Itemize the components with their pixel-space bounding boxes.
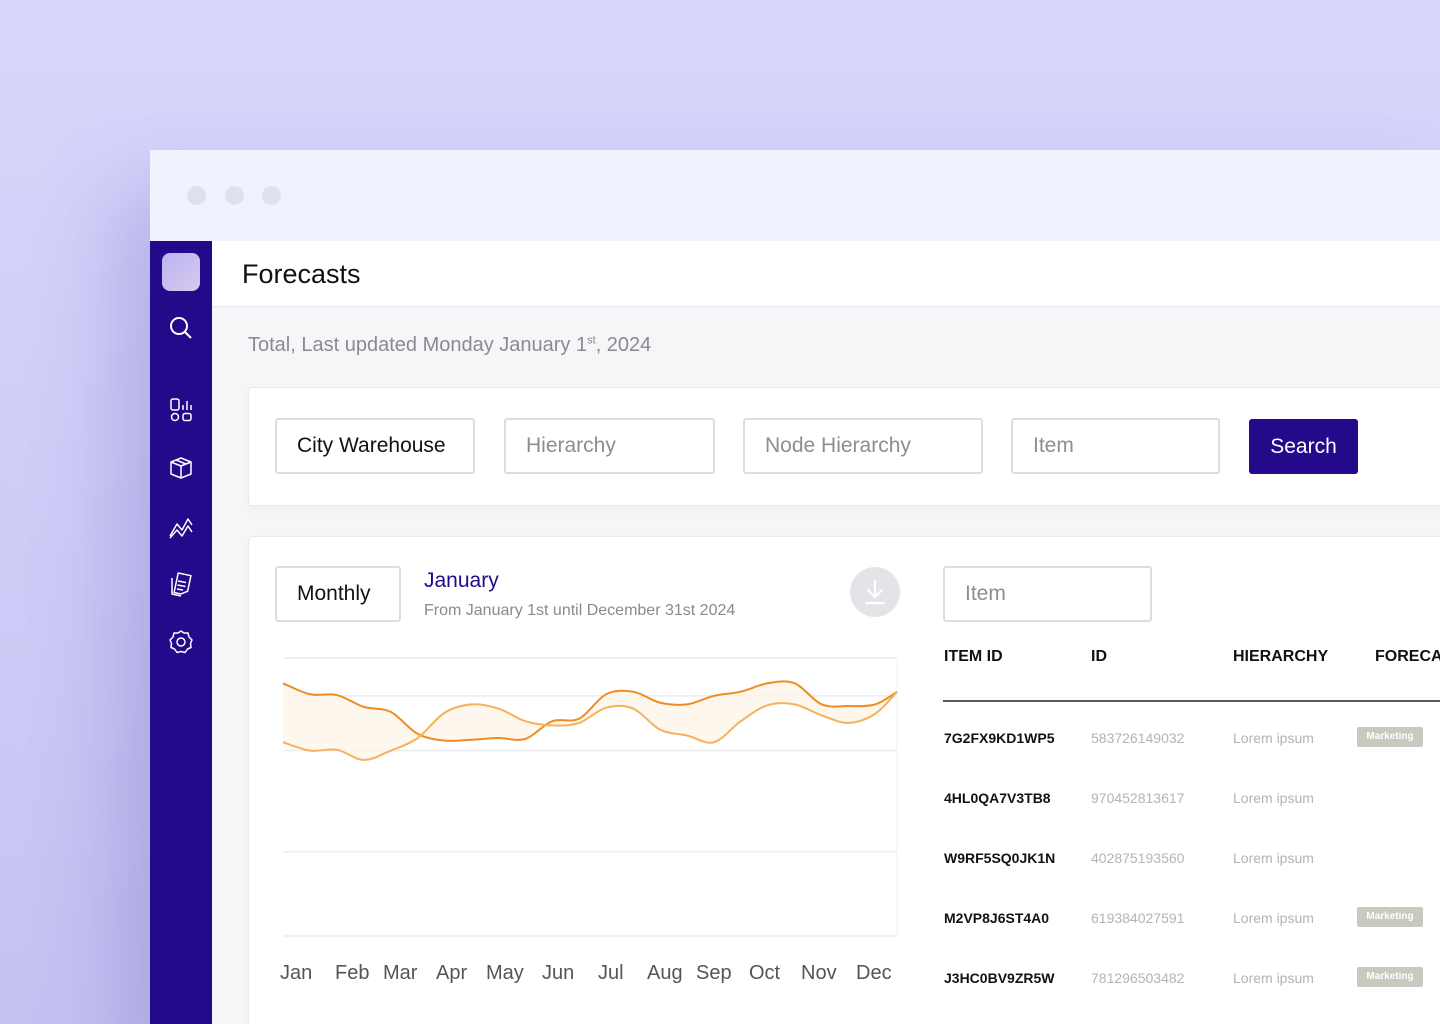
id-cell: 402875193560 (1091, 850, 1185, 866)
x-tick-label: Oct (749, 962, 781, 984)
location-select[interactable]: City Warehouse (275, 418, 475, 474)
forecast-chart (282, 657, 898, 937)
window-minimize-dot[interactable] (225, 186, 244, 205)
forecast-tag: Marketing (1357, 967, 1423, 987)
hierarchy-cell: Lorem ipsum (1233, 910, 1314, 926)
series-line-1 (282, 680, 898, 742)
sidebar (150, 241, 212, 1024)
hierarchy-field[interactable]: Hierarchy (504, 418, 715, 474)
settings-icon[interactable] (167, 628, 195, 656)
documents-icon[interactable] (167, 570, 195, 598)
x-tick-label: Jul (598, 962, 624, 984)
x-tick-label: Sep (696, 962, 732, 984)
app-window: Forecasts Total, Last updated Monday Jan… (150, 150, 1440, 1024)
forecast-tag: Marketing (1357, 907, 1423, 927)
window-titlebar (150, 150, 1440, 241)
id-cell: 970452813617 (1091, 790, 1185, 806)
dashboard-icon[interactable] (167, 396, 195, 424)
item-field[interactable]: Item (1011, 418, 1220, 474)
analytics-icon[interactable] (167, 512, 195, 540)
x-tick-label: Jan (280, 962, 313, 984)
hierarchy-cell: Lorem ipsum (1233, 850, 1314, 866)
hierarchy-cell: Lorem ipsum (1233, 730, 1314, 746)
column-header-id[interactable]: ID (1091, 648, 1107, 665)
item-id-cell: 4HL0QA7V3TB8 (944, 790, 1051, 806)
forecast-tag: Marketing (1357, 727, 1423, 747)
x-tick-label: Feb (335, 962, 370, 984)
column-header-forecast[interactable]: FORECAS (1375, 648, 1440, 665)
chart-title: January (424, 569, 499, 592)
item-id-cell: 7G2FX9KD1WP5 (944, 730, 1055, 746)
x-tick-label: Aug (647, 962, 683, 984)
table-header-divider (943, 700, 1440, 702)
hierarchy-cell: Lorem ipsum (1233, 790, 1314, 806)
item-id-cell: M2VP8J6ST4A0 (944, 910, 1050, 926)
item-id-cell: W9RF5SQ0JK1N (944, 850, 1056, 866)
column-header-hierarchy[interactable]: HIERARCHY (1233, 648, 1329, 665)
id-cell: 583726149032 (1091, 730, 1185, 746)
download-icon (864, 579, 886, 605)
chart-subtitle: From January 1st until December 31st 202… (424, 602, 736, 619)
item-id-cell: J3HC0BV9ZR5W (944, 970, 1055, 986)
x-tick-label: Dec (856, 962, 892, 984)
search-icon[interactable] (167, 314, 195, 342)
hierarchy-cell: Lorem ipsum (1233, 970, 1314, 986)
window-maximize-dot[interactable] (262, 186, 281, 205)
download-button[interactable] (850, 567, 900, 617)
table-item-search[interactable]: Item (943, 566, 1152, 622)
forecast-card (248, 536, 1440, 1024)
id-cell: 619384027591 (1091, 910, 1185, 926)
main-header: Forecasts (212, 241, 1440, 307)
column-header-item-id[interactable]: ITEM ID (944, 648, 1003, 665)
period-select[interactable]: Monthly (275, 566, 401, 622)
series-line-2 (282, 690, 898, 761)
node-hierarchy-field[interactable]: Node Hierarchy (743, 418, 983, 474)
x-tick-label: Apr (436, 962, 468, 984)
x-tick-label: Jun (542, 962, 575, 984)
id-cell: 781296503482 (1091, 970, 1185, 986)
window-close-dot[interactable] (187, 186, 206, 205)
last-updated-text: Total, Last updated Monday January 1st, … (248, 334, 652, 356)
page-title: Forecasts (242, 259, 361, 289)
x-tick-label: May (486, 962, 524, 984)
app-logo[interactable] (162, 253, 200, 291)
search-button[interactable]: Search (1249, 419, 1358, 474)
x-tick-label: Mar (383, 962, 418, 984)
forecast-range-band (283, 681, 897, 760)
x-tick-label: Nov (801, 962, 837, 984)
box-icon[interactable] (167, 454, 195, 482)
